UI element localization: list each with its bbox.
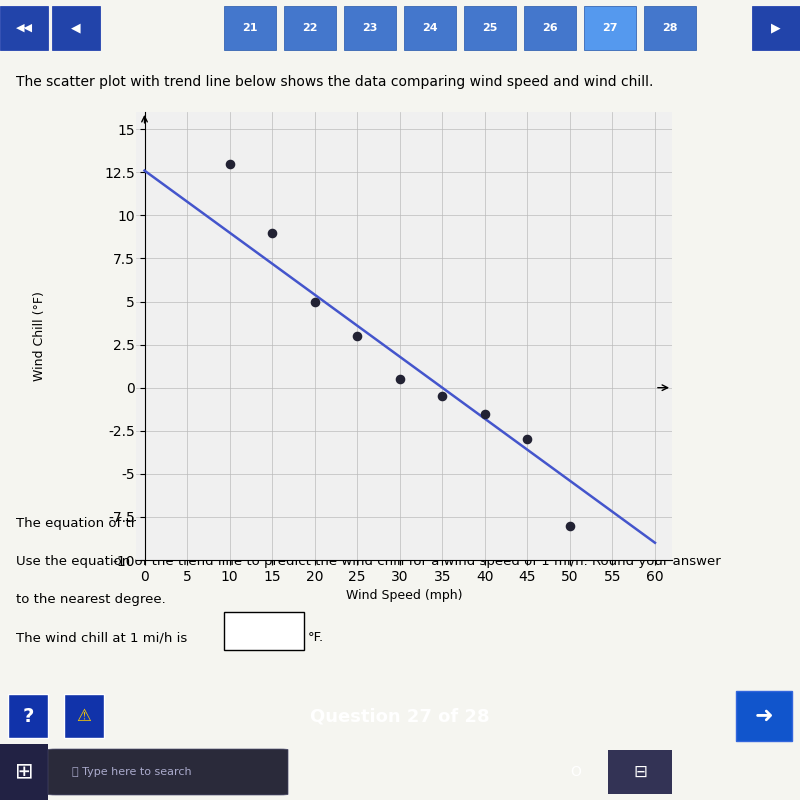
Bar bbox=[0, 6, 48, 50]
Point bbox=[394, 373, 406, 386]
Point bbox=[351, 330, 364, 342]
Text: ➜: ➜ bbox=[754, 706, 774, 726]
Text: 24: 24 bbox=[422, 23, 438, 33]
Bar bbox=[752, 6, 800, 50]
Text: The scatter plot with trend line below shows the data comparing wind speed and w: The scatter plot with trend line below s… bbox=[16, 75, 654, 89]
Text: °F.: °F. bbox=[308, 631, 324, 644]
Text: 26: 26 bbox=[542, 23, 558, 33]
Bar bbox=[524, 6, 576, 50]
Text: ◀◀: ◀◀ bbox=[15, 23, 33, 33]
Text: ⚠: ⚠ bbox=[77, 707, 91, 725]
Text: Wind Chill (°F): Wind Chill (°F) bbox=[34, 291, 46, 381]
Point bbox=[478, 407, 491, 420]
Bar bbox=[64, 694, 104, 738]
Bar bbox=[608, 750, 672, 794]
Text: ⊟: ⊟ bbox=[633, 763, 647, 781]
Text: ◀: ◀ bbox=[71, 22, 81, 34]
Text: 22: 22 bbox=[302, 23, 318, 33]
Text: 28: 28 bbox=[662, 23, 678, 33]
Bar bbox=[736, 690, 792, 741]
Bar bbox=[464, 6, 516, 50]
Bar bbox=[344, 6, 396, 50]
Text: Use the equation of the trend line to predict the wind chill for a wind speed of: Use the equation of the trend line to pr… bbox=[16, 555, 721, 568]
FancyBboxPatch shape bbox=[224, 612, 304, 650]
Bar bbox=[52, 6, 100, 50]
Point bbox=[521, 433, 534, 446]
Text: ▶: ▶ bbox=[771, 22, 781, 34]
Bar bbox=[404, 6, 456, 50]
Bar bbox=[0, 744, 48, 800]
Text: The wind chill at 1 mi/h is: The wind chill at 1 mi/h is bbox=[16, 631, 191, 644]
Text: ?: ? bbox=[22, 706, 34, 726]
Text: Question 27 of 28: Question 27 of 28 bbox=[310, 707, 490, 725]
Text: O: O bbox=[570, 765, 582, 779]
Point bbox=[266, 226, 278, 239]
Text: 27: 27 bbox=[602, 23, 618, 33]
FancyBboxPatch shape bbox=[48, 749, 288, 795]
Point bbox=[436, 390, 449, 402]
Bar bbox=[8, 694, 48, 738]
Bar bbox=[644, 6, 696, 50]
Text: 21: 21 bbox=[242, 23, 258, 33]
X-axis label: Wind Speed (mph): Wind Speed (mph) bbox=[346, 590, 462, 602]
Bar bbox=[584, 6, 636, 50]
Point bbox=[308, 295, 321, 308]
Text: 25: 25 bbox=[482, 23, 498, 33]
Text: 23: 23 bbox=[362, 23, 378, 33]
Text: 🔍 Type here to search: 🔍 Type here to search bbox=[72, 767, 192, 777]
Text: The equation of the trend line is y = −0.36x + 12.6.: The equation of the trend line is y = −0… bbox=[16, 518, 364, 530]
Point bbox=[563, 519, 576, 532]
Point bbox=[223, 158, 236, 170]
Text: to the nearest degree.: to the nearest degree. bbox=[16, 594, 166, 606]
Text: ⊞: ⊞ bbox=[14, 762, 34, 782]
Bar bbox=[224, 6, 276, 50]
Bar bbox=[284, 6, 336, 50]
